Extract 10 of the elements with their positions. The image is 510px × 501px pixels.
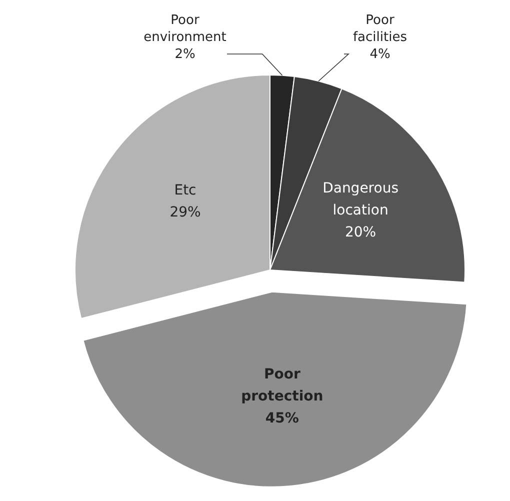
slice-label: Poor protection (241, 366, 324, 405)
data-label: 45% (265, 410, 299, 427)
slice-label: Etc (174, 182, 196, 198)
data-label: 20% (344, 224, 376, 241)
slice-label: Dangerous location (322, 180, 399, 219)
slice-label: Poor environment (144, 13, 226, 45)
data-label: 29% (170, 204, 201, 220)
slice-label: Poor facilities (352, 13, 408, 45)
data-label: 2% (174, 47, 196, 62)
data-label: 4% (370, 47, 390, 62)
